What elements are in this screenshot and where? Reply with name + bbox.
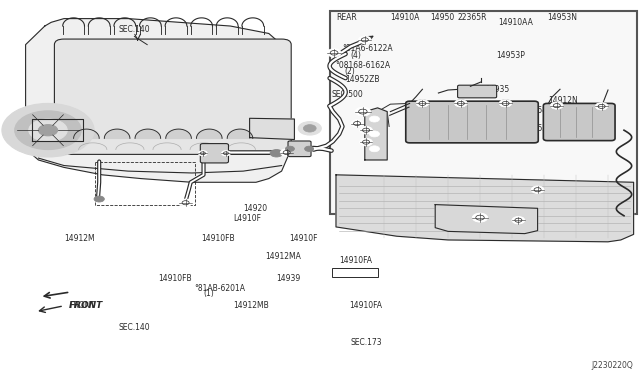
FancyBboxPatch shape xyxy=(406,101,538,143)
Circle shape xyxy=(327,49,341,57)
Circle shape xyxy=(369,116,380,122)
Circle shape xyxy=(360,138,372,146)
Polygon shape xyxy=(26,19,288,182)
Circle shape xyxy=(360,126,372,134)
Text: SEC.140: SEC.140 xyxy=(118,25,150,34)
Circle shape xyxy=(531,186,544,193)
Circle shape xyxy=(369,146,380,152)
Text: FRONT: FRONT xyxy=(69,301,95,310)
Text: (4): (4) xyxy=(351,51,362,60)
Circle shape xyxy=(416,100,429,107)
Text: 14920: 14920 xyxy=(243,204,268,213)
Circle shape xyxy=(512,217,525,224)
Text: 14952ZA: 14952ZA xyxy=(524,124,558,133)
Circle shape xyxy=(221,151,230,156)
Polygon shape xyxy=(135,129,161,138)
Text: °08168-6162A: °08168-6162A xyxy=(335,61,390,70)
Polygon shape xyxy=(166,129,191,138)
Text: (1): (1) xyxy=(204,289,214,298)
Text: °81A6-6122A: °81A6-6122A xyxy=(342,44,392,53)
Text: 14950: 14950 xyxy=(430,13,454,22)
Circle shape xyxy=(198,151,207,156)
Text: 14910AA: 14910AA xyxy=(499,18,533,27)
Circle shape xyxy=(355,107,371,116)
Circle shape xyxy=(358,36,371,44)
Circle shape xyxy=(454,100,467,107)
Circle shape xyxy=(369,131,380,137)
Circle shape xyxy=(298,122,321,135)
Text: 14910FA: 14910FA xyxy=(339,256,372,265)
Text: 14912MA: 14912MA xyxy=(266,252,301,261)
FancyBboxPatch shape xyxy=(543,103,615,141)
Circle shape xyxy=(351,120,364,127)
Circle shape xyxy=(15,111,81,150)
Circle shape xyxy=(303,125,316,132)
FancyBboxPatch shape xyxy=(54,39,291,154)
Circle shape xyxy=(179,199,192,206)
Text: 14910FB: 14910FB xyxy=(158,274,192,283)
Circle shape xyxy=(595,103,608,110)
Circle shape xyxy=(94,196,104,202)
Text: SEC.140: SEC.140 xyxy=(118,323,150,332)
Circle shape xyxy=(550,102,563,109)
Text: 14953N: 14953N xyxy=(547,13,577,22)
Circle shape xyxy=(29,119,67,141)
Text: 22365R: 22365R xyxy=(458,13,487,22)
Polygon shape xyxy=(250,118,294,140)
Text: SEC.500: SEC.500 xyxy=(332,90,364,99)
Circle shape xyxy=(416,100,429,107)
Circle shape xyxy=(285,146,294,151)
Polygon shape xyxy=(74,129,99,138)
Text: °08168-6162A: °08168-6162A xyxy=(520,106,575,115)
Text: REAR: REAR xyxy=(336,13,356,22)
Text: 14912N: 14912N xyxy=(548,96,577,105)
Text: FRONT: FRONT xyxy=(69,301,104,310)
Circle shape xyxy=(305,146,314,151)
Polygon shape xyxy=(104,129,130,138)
Text: (2): (2) xyxy=(344,67,355,76)
Circle shape xyxy=(2,103,94,157)
Polygon shape xyxy=(435,205,538,234)
FancyBboxPatch shape xyxy=(458,85,497,98)
Circle shape xyxy=(454,100,467,107)
Text: 14953P: 14953P xyxy=(496,51,525,60)
Polygon shape xyxy=(32,119,83,141)
Text: (2): (2) xyxy=(529,112,540,121)
Polygon shape xyxy=(336,175,634,242)
Circle shape xyxy=(595,103,608,110)
Polygon shape xyxy=(227,129,253,138)
Circle shape xyxy=(499,100,512,107)
Circle shape xyxy=(280,149,293,156)
Text: 14935: 14935 xyxy=(485,85,509,94)
Text: SEC.173: SEC.173 xyxy=(351,338,382,347)
Text: 14952Z: 14952Z xyxy=(415,115,444,124)
Text: 14939: 14939 xyxy=(276,274,301,283)
Text: 14910F: 14910F xyxy=(289,234,318,243)
Circle shape xyxy=(472,213,488,222)
Circle shape xyxy=(499,100,512,107)
Text: °81AB-6201A: °81AB-6201A xyxy=(195,284,246,293)
Text: L4910F: L4910F xyxy=(234,214,262,223)
Text: J2230220Q: J2230220Q xyxy=(592,361,634,370)
Text: 14912M: 14912M xyxy=(64,234,95,243)
Text: 14910FB: 14910FB xyxy=(202,234,236,243)
FancyBboxPatch shape xyxy=(288,141,311,157)
Polygon shape xyxy=(365,108,387,160)
Text: 14910A: 14910A xyxy=(390,13,420,22)
Text: 14912MB: 14912MB xyxy=(234,301,269,310)
FancyBboxPatch shape xyxy=(200,144,228,163)
FancyBboxPatch shape xyxy=(330,11,637,214)
Circle shape xyxy=(550,102,563,109)
Circle shape xyxy=(38,125,58,136)
Text: 14910FA: 14910FA xyxy=(349,301,382,310)
Text: 14952ZB: 14952ZB xyxy=(346,76,380,84)
FancyBboxPatch shape xyxy=(332,268,378,277)
Polygon shape xyxy=(196,129,222,138)
Circle shape xyxy=(270,150,283,157)
